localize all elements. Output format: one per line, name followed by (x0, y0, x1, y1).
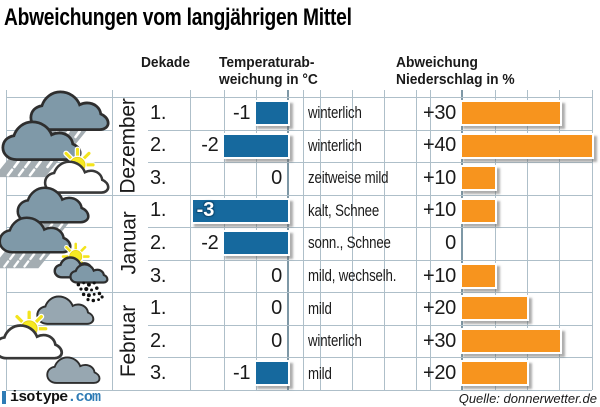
isotype-logo: isotype .com (2, 389, 101, 406)
dekade-label: 1. (150, 101, 167, 124)
column-header-precipitation: Abweichung Niederschlag in % (396, 55, 515, 88)
weather-description: mild, wechselh. (308, 266, 397, 286)
grid-vline (320, 90, 321, 390)
temp-bar (222, 132, 290, 159)
grid-vline (352, 90, 353, 390)
month-label-text: Dezember (117, 98, 140, 194)
precip-value-label: +10 (422, 199, 456, 222)
dekade-label: 2. (150, 329, 167, 352)
cloud-icon (46, 356, 101, 384)
weather-description: zeitweise mild (308, 168, 389, 188)
month-label-text: Februar (117, 305, 141, 378)
weather-description: winterlich (308, 135, 362, 155)
precip-bar (460, 197, 497, 224)
dekade-label: 3. (150, 166, 167, 189)
weather-description: mild (308, 298, 332, 318)
precip-value-label: 0 (445, 231, 456, 254)
month-boundary-line (6, 292, 592, 294)
dekade-label: 1. (150, 297, 167, 320)
weather-description: sonn., Schnee (308, 233, 391, 253)
precip-value-label: +20 (422, 297, 456, 320)
month-label-text: Januar (117, 211, 141, 275)
column-header-precipitation-line1: Abweichung (396, 55, 478, 71)
chart-axis-line (461, 90, 463, 390)
precip-bar (460, 327, 562, 354)
precip-value-label: +30 (422, 101, 456, 124)
month-label: Januar (108, 195, 150, 293)
precip-value-label: +40 (422, 134, 456, 157)
dekade-label: 2. (150, 231, 167, 254)
month-boundary-line (6, 97, 592, 98)
dekade-label: 3. (150, 362, 167, 385)
column-header-dekade: Dekade (140, 55, 190, 71)
snow-pellets (76, 281, 104, 303)
column-header-temperature-line2: weichung in °C (219, 71, 318, 88)
temp-value-label: -2 (201, 231, 219, 254)
temp-value-label: -3 (196, 199, 215, 222)
month-boundary-line (6, 194, 592, 196)
grid-hline (148, 227, 592, 229)
temp-value-label: -2 (201, 134, 219, 157)
temp-value-label: 0 (271, 329, 282, 352)
temp-value-label: -1 (233, 362, 251, 385)
grid-vline (303, 90, 304, 390)
logo-bar-mark (2, 391, 6, 404)
precip-bar (460, 360, 530, 387)
grid-hline (6, 162, 112, 164)
precip-bar (460, 165, 497, 192)
temp-value-label: 0 (271, 166, 282, 189)
grid-vline (416, 90, 417, 390)
precip-value-label: +10 (422, 166, 456, 189)
weather-description: mild (308, 363, 332, 383)
dekade-label: 3. (150, 264, 167, 287)
column-header-precipitation-line2: Niederschlag in % (396, 71, 515, 88)
weather-description: winterlich (308, 103, 362, 123)
grid-vline (112, 90, 113, 390)
grid-hline (6, 259, 112, 261)
month-label: Februar (108, 292, 150, 390)
precip-value-label: +10 (422, 264, 456, 287)
grid-vline (527, 90, 528, 390)
temp-bar (254, 100, 290, 126)
precip-value-label: +20 (422, 362, 456, 385)
weather-description: winterlich (308, 331, 362, 351)
grid-vline (495, 90, 496, 390)
temp-value-label: 0 (271, 297, 282, 320)
grid-hline (148, 357, 592, 359)
grid-vline (559, 90, 560, 390)
column-header-temperature: Temperaturab- weichung in °C (219, 55, 318, 88)
grid-hline (148, 162, 592, 164)
dekade-label: 2. (150, 134, 167, 157)
temp-bar (222, 230, 290, 257)
month-boundary-line (6, 390, 592, 391)
source-credit: Quelle: donnerwetter.de (458, 391, 597, 406)
grid-vline (430, 90, 431, 390)
temp-value-label: 0 (271, 264, 282, 287)
temp-value-label: -1 (233, 101, 251, 124)
temp-bar (254, 360, 290, 387)
precip-bar (460, 100, 562, 126)
grid-hline (148, 129, 592, 131)
grid-hline (6, 324, 112, 326)
precip-bar (460, 262, 497, 289)
temp-bar (190, 197, 290, 224)
sun-cloud-snow-icon (53, 243, 109, 303)
grid-hline (148, 259, 592, 261)
precip-bar (460, 132, 595, 159)
grid-vline (190, 90, 191, 390)
dekade-label: 1. (150, 199, 167, 222)
precip-value-label: +30 (422, 329, 456, 352)
grid-vline (592, 90, 593, 390)
grid-hline (148, 324, 592, 326)
page-title: Abweichungen vom langjährigen Mittel (4, 4, 352, 31)
weather-description: kalt, Schnee (308, 200, 380, 220)
logo-text: isotype (10, 389, 68, 406)
logo-suffix: .com (67, 389, 101, 406)
precip-bar (460, 295, 530, 322)
grid-vline (384, 90, 385, 390)
column-header-temperature-line1: Temperaturab- (219, 55, 315, 71)
